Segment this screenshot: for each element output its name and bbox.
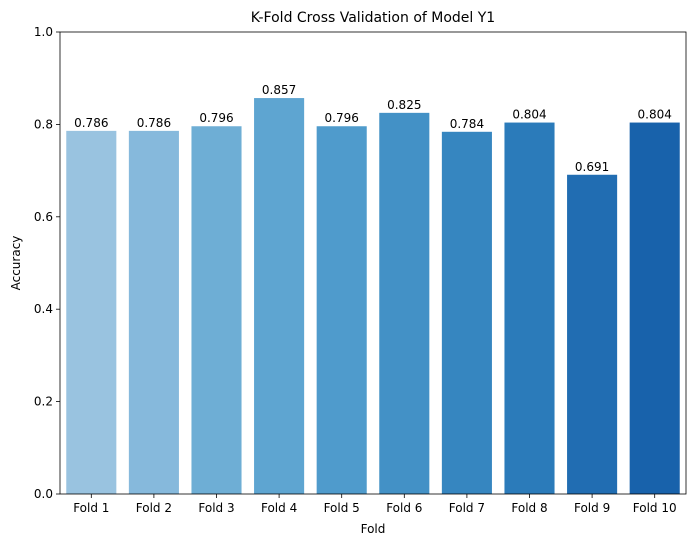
x-tick-label-5: Fold 5 [324, 501, 360, 515]
y-tick-label-2: 0.4 [34, 302, 53, 316]
value-label-3: 0.796 [199, 111, 233, 125]
bar-1 [66, 130, 117, 495]
value-label-10: 0.804 [638, 108, 672, 122]
x-tick-label-7: Fold 7 [449, 501, 485, 515]
y-tick-label-3: 0.6 [34, 210, 53, 224]
value-label-8: 0.804 [512, 108, 546, 122]
x-tick-label-6: Fold 6 [386, 501, 422, 515]
bar-3 [191, 126, 242, 495]
y-tick-label-0: 0.0 [34, 487, 53, 501]
x-tick-label-9: Fold 9 [574, 501, 610, 515]
y-axis-label: Accuracy [9, 236, 23, 291]
x-tick-label-2: Fold 2 [136, 501, 172, 515]
value-label-5: 0.796 [325, 111, 359, 125]
value-label-9: 0.691 [575, 160, 609, 174]
bar-10 [629, 122, 680, 494]
value-label-7: 0.784 [450, 117, 484, 131]
bar-7 [441, 131, 492, 495]
plot-area: 0.786 Fold 1 0.786 Fold 2 0.796 Fold 3 0.857 Fo… [34, 25, 687, 515]
chart-title: K-Fold Cross Validation of Model Y1 [251, 10, 495, 26]
bar-5 [316, 126, 367, 495]
x-tick-label-3: Fold 3 [198, 501, 234, 515]
plot-frame [59, 31, 687, 495]
x-tick-label-8: Fold 8 [511, 501, 547, 515]
x-tick-label-1: Fold 1 [73, 501, 109, 515]
bar-9 [567, 174, 618, 494]
y-tick-label-1: 0.2 [34, 395, 53, 409]
value-label-2: 0.786 [137, 116, 171, 130]
bar-4 [254, 98, 305, 494]
y-tick-label-5: 1.0 [34, 25, 53, 39]
y-tick-label-4: 0.8 [34, 117, 53, 131]
bar-2 [128, 130, 179, 495]
x-tick-label-4: Fold 4 [261, 501, 297, 515]
x-tick-label-10: Fold 10 [633, 501, 677, 515]
bar-6 [379, 112, 430, 494]
value-label-6: 0.825 [387, 98, 421, 112]
bar-8 [504, 122, 555, 494]
value-label-4: 0.857 [262, 83, 296, 97]
value-label-1: 0.786 [74, 116, 108, 130]
x-axis-label: Fold [361, 522, 386, 536]
